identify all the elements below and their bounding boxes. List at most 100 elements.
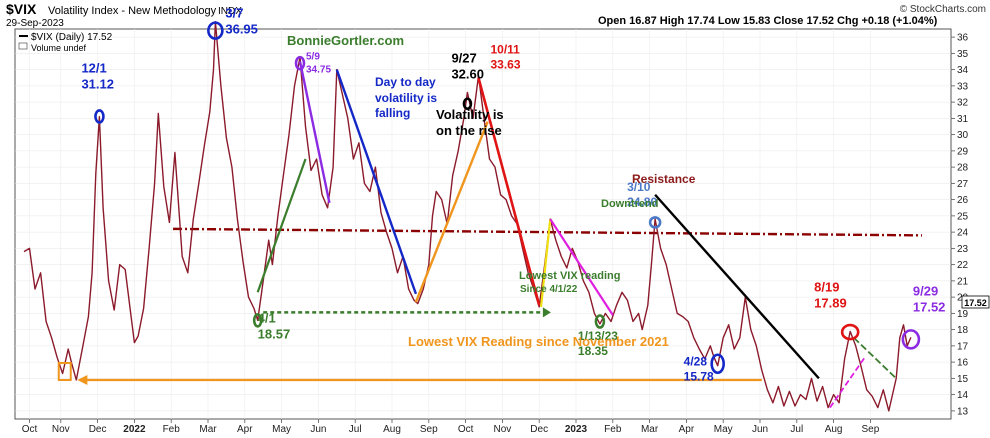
x-axis: Oct Nov Dec 2022 Feb Mar Apr May Jun Jul Aug Sep Oct…: [22, 419, 880, 435]
y-tick-label: 23: [957, 244, 969, 255]
x-tick-label: Mar: [199, 424, 217, 435]
trend-magenta-rise: [829, 356, 866, 409]
resistance-line: [173, 227, 922, 237]
header-copyright: © StockCharts.com: [900, 4, 986, 15]
header-date: 29-Sep-2023: [6, 18, 64, 29]
note-resistance: Resistance: [632, 172, 696, 186]
legend-main: $VIX (Daily) 17.52: [31, 32, 113, 43]
y-tick-label: 31: [957, 114, 969, 125]
trend-green-rise: [256, 158, 307, 293]
x-tick-label: Oct: [458, 424, 474, 435]
y-tick-label: 35: [957, 49, 969, 60]
x-tick-label: Sep: [420, 424, 438, 435]
legend: $VIX (Daily) 17.52 Volume undef: [18, 32, 113, 53]
x-tick-label: Dec: [530, 424, 548, 435]
y-tick-label: 19: [957, 309, 969, 320]
header-symbol: $VIX: [6, 1, 37, 17]
marker-circle: [94, 109, 105, 124]
legend-volume: Volume undef: [31, 43, 87, 53]
x-tick-label: May: [714, 424, 733, 435]
x-tick-label: Aug: [383, 424, 401, 435]
annotation-ann-5-9: 5/9 34.75: [306, 51, 331, 75]
y-tick-label: 32: [957, 98, 969, 109]
trend-black-fall: [654, 193, 820, 380]
note-lowest-reading: Lowest VIX reading: [519, 270, 620, 282]
y-tick-label: 13: [957, 406, 969, 417]
y-tick-label: 36: [957, 33, 969, 44]
y-tick-label: 18: [957, 325, 969, 336]
y-tick-label: 16: [957, 358, 969, 369]
marker-circle: [648, 216, 662, 229]
plot-frame: [14, 28, 952, 420]
x-tick-label: Feb: [163, 424, 181, 435]
annotation-labels: 12/1 31.12 3/7 36.95 5/9 34.75 4/1 18.57 9/27 32.…: [81, 6, 945, 384]
annotation-ann-4-28: 4/28 15.78: [684, 355, 714, 384]
note-downtrend: Downtrend: [601, 198, 658, 210]
y-tick-label: 14: [957, 390, 969, 401]
marker-circle: [252, 313, 263, 328]
x-tick-label: Dec: [89, 424, 107, 435]
y-tick-label: 27: [957, 179, 969, 190]
y-tick-label: 34: [957, 65, 969, 76]
y-axis: 1314151617181920212223242526272829303132…: [951, 33, 969, 417]
marker-circle: [462, 97, 473, 111]
marker-circles: [94, 21, 921, 375]
annotation-ann-8-19: 8/19 17.89: [814, 279, 847, 310]
notes: Day to day volatility is falling Volatil…: [375, 75, 696, 349]
annotation-ann-1-13-23: 1/13/23 18.35: [578, 329, 618, 358]
y-tick-label: 29: [957, 146, 969, 157]
marker-circle: [294, 55, 306, 71]
marker-circle: [207, 21, 224, 40]
header-name: Volatility Index - New Methodology: [48, 5, 217, 17]
header-exchange: INDX: [218, 6, 242, 17]
trend-magenta-fall: [549, 218, 614, 316]
x-tick-label: Jun: [310, 424, 326, 435]
annotation-ann-4-1: 4/1 18.57: [258, 310, 291, 341]
y-tick-label: 17: [957, 341, 969, 352]
annotation-ann-12-1: 12/1 31.12: [81, 60, 114, 91]
x-tick-label: Jul: [790, 424, 803, 435]
x-tick-label: 2023: [565, 424, 588, 435]
x-tick-label: Nov: [494, 424, 512, 435]
trend-purple-fall: [298, 61, 331, 204]
orange-arrow-head: [77, 375, 88, 385]
legend-volume-swatch: [18, 42, 28, 50]
note-since-4-1-22: Since 4/1/22: [520, 284, 578, 295]
x-tick-label: Aug: [825, 424, 843, 435]
x-tick-label: Feb: [604, 424, 622, 435]
trend-orange-rise: [414, 121, 489, 303]
note-day-to-day: Day to day volatility is falling: [375, 75, 440, 120]
green-arrow-head: [542, 307, 551, 318]
x-tick-label: Apr: [237, 424, 253, 435]
x-tick-label: 2022: [123, 424, 146, 435]
y-tick-label: 26: [957, 195, 969, 206]
y-tick-label: 22: [957, 260, 969, 271]
annotation-ann-3-7: 3/7 36.95: [225, 6, 258, 37]
y-tick-label: 28: [957, 163, 969, 174]
y-tick-label: 15: [957, 374, 969, 385]
x-tick-label: May: [272, 424, 291, 435]
marker-circle: [901, 329, 921, 350]
x-tick-label: Oct: [22, 424, 38, 435]
orange-marker-box: [57, 362, 72, 381]
y-tick-label: 24: [957, 228, 969, 239]
annotation-ann-9-27: 9/27 32.60: [451, 50, 484, 81]
note-lowest-since-nov: Lowest VIX Reading since November 2021: [408, 334, 669, 349]
y-tick-label: 21: [957, 276, 969, 287]
last-value-text: 17.52: [964, 298, 987, 308]
x-tick-label: Sep: [862, 424, 880, 435]
x-tick-label: Jul: [349, 424, 362, 435]
trend-red-fall: [477, 77, 541, 306]
header-ohlc: Open 16.87 High 17.74 Low 15.83 Close 17…: [598, 15, 938, 27]
x-tick-label: Nov: [52, 424, 70, 435]
chart-header: $VIX Volatility Index - New Methodology …: [6, 1, 986, 29]
trend-yellow-rise: [539, 219, 552, 307]
marker-circle: [710, 353, 725, 375]
marker-circle: [840, 323, 860, 341]
marker-circle: [594, 314, 606, 329]
annotation-ann-10-11: 10/11 33.63: [490, 43, 520, 72]
trend-blue-fall: [335, 69, 418, 295]
annotation-ann-9-29: 9/29 17.52: [913, 283, 946, 314]
